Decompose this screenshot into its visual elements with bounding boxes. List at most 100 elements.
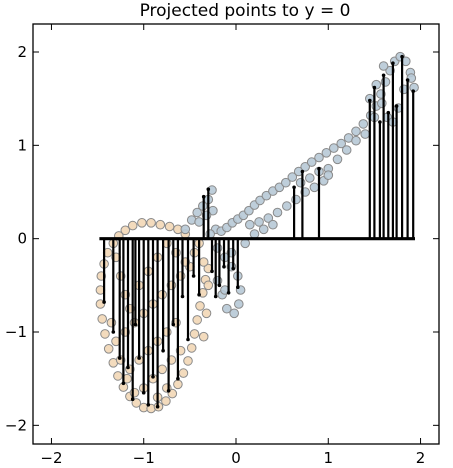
projection-endpoint [231,266,235,271]
scatter-point [234,299,244,309]
y-tick-label: −1 [5,323,27,341]
scatter-point [287,172,298,182]
scatter-point [281,177,291,188]
projection-endpoint [381,73,386,78]
scatter-point [263,213,274,223]
projection-endpoint [197,292,201,297]
projection-endpoint [161,348,165,353]
scatter-point [205,229,215,239]
scatter-point [377,98,387,109]
scatter-point [309,182,320,193]
projection-endpoint [180,294,185,299]
scatter-point [258,224,269,235]
scatter-point [222,303,232,314]
projection-endpoint [151,375,155,379]
projection-endpoint [201,194,206,199]
scatter-point [351,126,361,137]
scatter-point [295,177,306,188]
scatter-point [137,218,147,228]
projection-endpoint [217,283,222,288]
projection-endpoint [137,356,141,360]
scatter-point [106,317,117,328]
scatter-point [291,194,301,205]
projection-endpoint [378,120,382,124]
x-tick-label: −2 [40,449,62,467]
scatter-point [255,195,265,206]
scatter-point [100,329,110,339]
projection-endpoint [155,404,160,409]
chart-title: Projected points to y = 0 [140,1,351,21]
scatter-point [192,207,202,218]
x-tick-label: −1 [133,449,155,467]
projection-endpoint [236,285,240,290]
scatter-point [97,314,107,324]
projection-endpoint [222,264,226,269]
projection-endpoint [300,169,305,174]
projection-endpoint [292,185,296,190]
projection-endpoint [166,389,171,393]
scatter-point [282,201,292,211]
scatter-point [212,243,223,253]
projection-endpoint [186,337,190,342]
projection-endpoint [111,330,116,334]
scatter-point [268,219,278,230]
x-tick-label: 0 [231,449,241,467]
scatter-point [192,315,202,325]
scatter-point [131,398,142,408]
scatter-point [178,368,189,378]
scatter-point [186,343,197,353]
scatter-point [198,331,209,342]
scatter-point [212,275,223,286]
scatter-point [194,217,204,227]
scatter-point [378,61,389,71]
scatter-point [189,329,200,339]
projection-endpoint [394,104,399,108]
projection-endpoint [391,61,395,65]
scatter-point [180,224,191,235]
scatter-point [129,387,140,398]
projection-endpoint [130,397,135,402]
projection-endpoint [206,187,211,191]
scatter-point [329,143,339,153]
scatter-point [305,173,315,183]
scatter-point [229,308,239,319]
scatter-point [203,280,214,291]
scatter-point [321,148,332,158]
projection-endpoint [117,356,122,360]
x-tick-label: 1 [323,449,333,467]
projection-endpoint [126,365,130,370]
scatter-point [272,207,283,218]
projection-layer [99,54,416,409]
scatter-point [358,119,369,129]
projection-endpoint [191,274,196,278]
scatter-point [103,344,114,354]
tick-layer: −2 −1 0 1 2 −2 −1 0 1 2 [5,24,439,467]
scatter-point [195,301,205,311]
scatter-point [274,182,285,193]
scatter-point [341,145,352,155]
projection-endpoint [176,376,180,381]
scatter-point [323,170,334,180]
projection-endpoint [368,98,372,103]
y-tick-label: −2 [5,416,27,434]
projection-endpoint [400,54,404,59]
projection-endpoint [213,294,218,299]
projection-endpoint [317,166,321,171]
scatter-point [332,154,343,165]
projection-endpoint [133,322,138,327]
scatter-point [183,356,193,366]
scatter-point [249,229,260,239]
scatter-point [173,379,183,390]
scatter-point [351,135,361,146]
projection-endpoint [141,390,146,395]
projection-endpoint [171,322,176,327]
scatter-point [113,371,123,381]
scatter-point [254,217,264,227]
scatter-point [155,219,166,230]
projection-endpoint [226,291,231,295]
y-tick-label: 1 [17,136,27,154]
scatter-point [380,77,391,87]
scatter-point [261,190,272,201]
scatter-point [300,162,311,172]
